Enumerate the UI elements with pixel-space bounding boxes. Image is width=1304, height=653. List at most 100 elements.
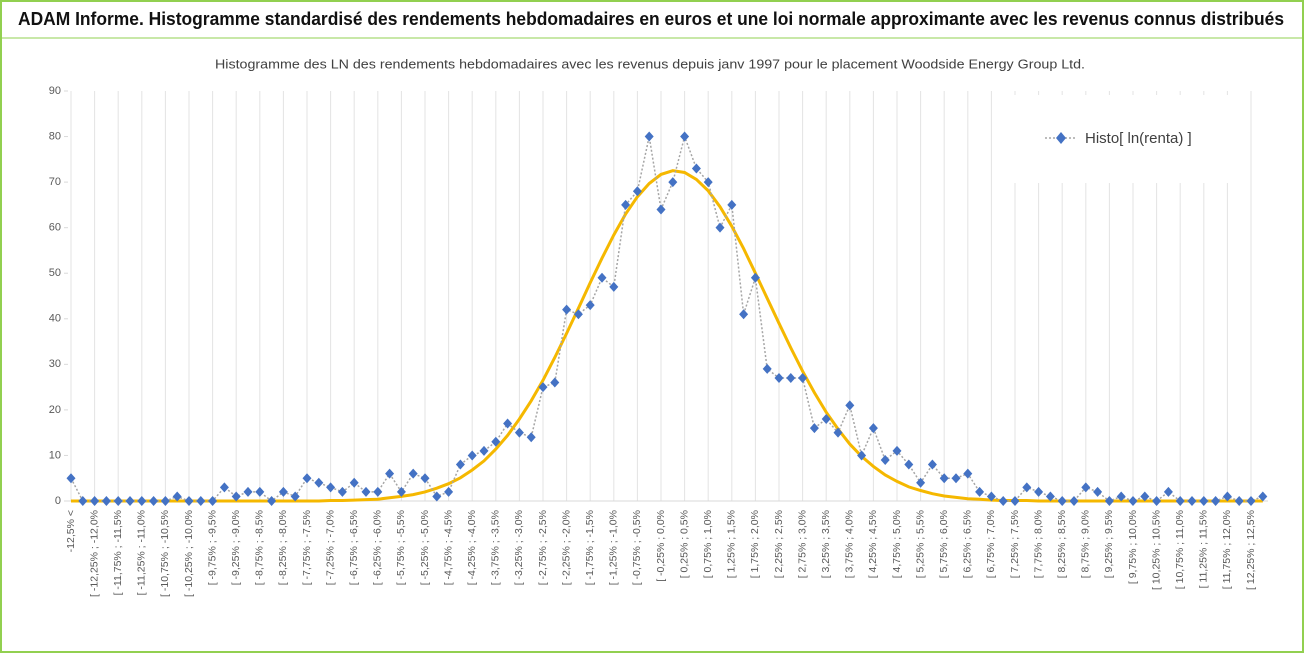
histo-marker (939, 473, 949, 484)
legend-label: Histo[ ln(renta) ] (1085, 130, 1192, 147)
histo-marker (349, 477, 359, 488)
histo-marker (691, 163, 701, 174)
y-tick-label: 10 (49, 449, 61, 461)
histo-marker (1010, 496, 1020, 506)
x-tick-label: [ -10,25% ; -10,0% (183, 510, 195, 597)
x-tick-label: [ -7,25% ; -7,0% (324, 510, 336, 585)
y-tick-label: 90 (49, 85, 61, 97)
histo-marker (420, 473, 430, 484)
histo-marker (314, 477, 324, 488)
x-tick-label: [ -1,25% ; -1,0% (608, 510, 620, 585)
x-tick-label: [ 10,25% ; 10,5% (1150, 510, 1162, 590)
x-tick-label: [ 1,75% ; 2,0% (749, 510, 761, 578)
x-tick-label: [ 1,25% ; 1,5% (726, 510, 738, 578)
histo-marker (1175, 496, 1185, 506)
x-tick-label: [ 11,75% ; 12,0% (1221, 510, 1233, 589)
histo-marker (1258, 491, 1268, 502)
histo-marker (621, 199, 631, 210)
x-tick-label: [ -11,75% ; -11,5% (112, 510, 124, 595)
x-tick-label: [ -0,75% ; -0,5% (631, 510, 643, 585)
histo-marker (668, 177, 678, 188)
chart-title: ADAM Informe. Histogramme standardisé de… (18, 9, 1284, 29)
x-tick-label: [ -8,75% ; -8,5% (254, 510, 266, 585)
y-tick-label: 0 (55, 495, 61, 507)
histo-marker (184, 496, 194, 506)
histo-marker (1140, 491, 1150, 502)
histo-marker (1234, 496, 1244, 506)
histo-marker (78, 496, 88, 506)
histo-marker (526, 432, 536, 443)
histo-marker (1187, 496, 1197, 506)
x-tick-label: [ -2,75% ; -2,5% (537, 510, 549, 585)
x-tick-label: [ -5,75% ; -5,5% (395, 510, 407, 585)
histo-marker (1045, 491, 1055, 502)
y-tick-label: 40 (49, 313, 61, 325)
grid: 0 10 20 30 40 50 60 70 80 90 -12,5% < [ -12,25% ; -… (49, 85, 1268, 597)
histo-marker (290, 491, 300, 502)
x-tick-label: [ 8,25% ; 8,5% (1056, 510, 1068, 578)
histo-marker (762, 363, 772, 374)
histo-marker (975, 486, 985, 497)
x-tick-label: [ -11,25% ; -11,0% (136, 510, 148, 595)
x-tick-label: [ 4,75% ; 5,0% (891, 510, 903, 578)
histo-marker (255, 486, 265, 497)
histo-marker (998, 496, 1008, 506)
x-tick-label: [ 2,75% ; 3,0% (796, 510, 808, 578)
histo-marker (432, 491, 442, 502)
histo-marker (727, 199, 737, 210)
histo-marker (101, 496, 111, 506)
histo-marker (597, 272, 607, 283)
histo-marker (408, 468, 418, 479)
histo-marker (444, 486, 454, 497)
y-tick-label: 20 (49, 404, 61, 416)
histo-marker (1093, 486, 1103, 497)
histo-marker (172, 491, 182, 502)
histo-marker (125, 496, 135, 506)
histo-marker (1034, 486, 1044, 497)
histo-marker (562, 304, 572, 315)
plot (66, 131, 1268, 506)
x-tick-label: [ 2,25% ; 2,5% (773, 510, 785, 578)
x-tick-label: [ 12,25% ; 12,5% (1245, 510, 1257, 590)
histo-marker (680, 131, 690, 142)
histo-marker (1246, 496, 1256, 506)
histo-marker (278, 486, 288, 497)
histo-marker (491, 436, 501, 447)
histo-marker (1152, 496, 1162, 506)
histo-marker (396, 486, 406, 497)
histo-marker (857, 450, 867, 461)
legend-box (1000, 95, 1245, 183)
histo-marker (880, 455, 890, 465)
x-tick-label: [ 7,25% ; 7,5% (1009, 510, 1021, 578)
histo-marker (951, 473, 961, 484)
x-tick-label: [ -0,25% ; 0,0% (655, 510, 667, 582)
histo-marker (1116, 491, 1126, 502)
histo-marker (1069, 496, 1079, 506)
histo-marker (231, 491, 241, 502)
x-tick-label: [ -1,75% ; -1,5% (584, 510, 596, 585)
histo-marker (1081, 482, 1091, 493)
histo-marker (845, 400, 855, 411)
histo-marker (585, 300, 595, 311)
x-tick-label: [ -3,75% ; -3,5% (490, 510, 502, 585)
histo-marker (385, 468, 395, 479)
x-tick-label: [ -10,75% ; -10,5% (159, 510, 171, 597)
histo-marker (160, 496, 170, 506)
x-tick-label: [ 3,25% ; 3,5% (820, 510, 832, 578)
y-tick-label: 80 (49, 130, 61, 142)
x-tick-label: [ 8,75% ; 9,0% (1080, 510, 1092, 578)
x-tick-label: [ -4,25% ; -4,0% (466, 510, 478, 585)
x-tick-label: [ 10,75% ; 11,0% (1174, 510, 1186, 589)
histo-marker (267, 496, 277, 506)
y-tick-label: 50 (49, 267, 61, 279)
histo-marker (821, 414, 831, 424)
y-tick-label: 30 (49, 358, 61, 370)
x-tick-label: [ -9,75% ; -9,5% (206, 510, 218, 585)
x-tick-label: [ 11,25% ; 11,5% (1198, 510, 1210, 588)
histo-marker (1163, 486, 1173, 497)
histo-marker (538, 382, 548, 393)
x-tick-label: [ -6,25% ; -6,0% (372, 510, 384, 585)
x-tick-label: [ 5,75% ; 6,0% (938, 510, 950, 578)
x-tick-label: [ -5,25% ; -5,0% (419, 510, 431, 585)
